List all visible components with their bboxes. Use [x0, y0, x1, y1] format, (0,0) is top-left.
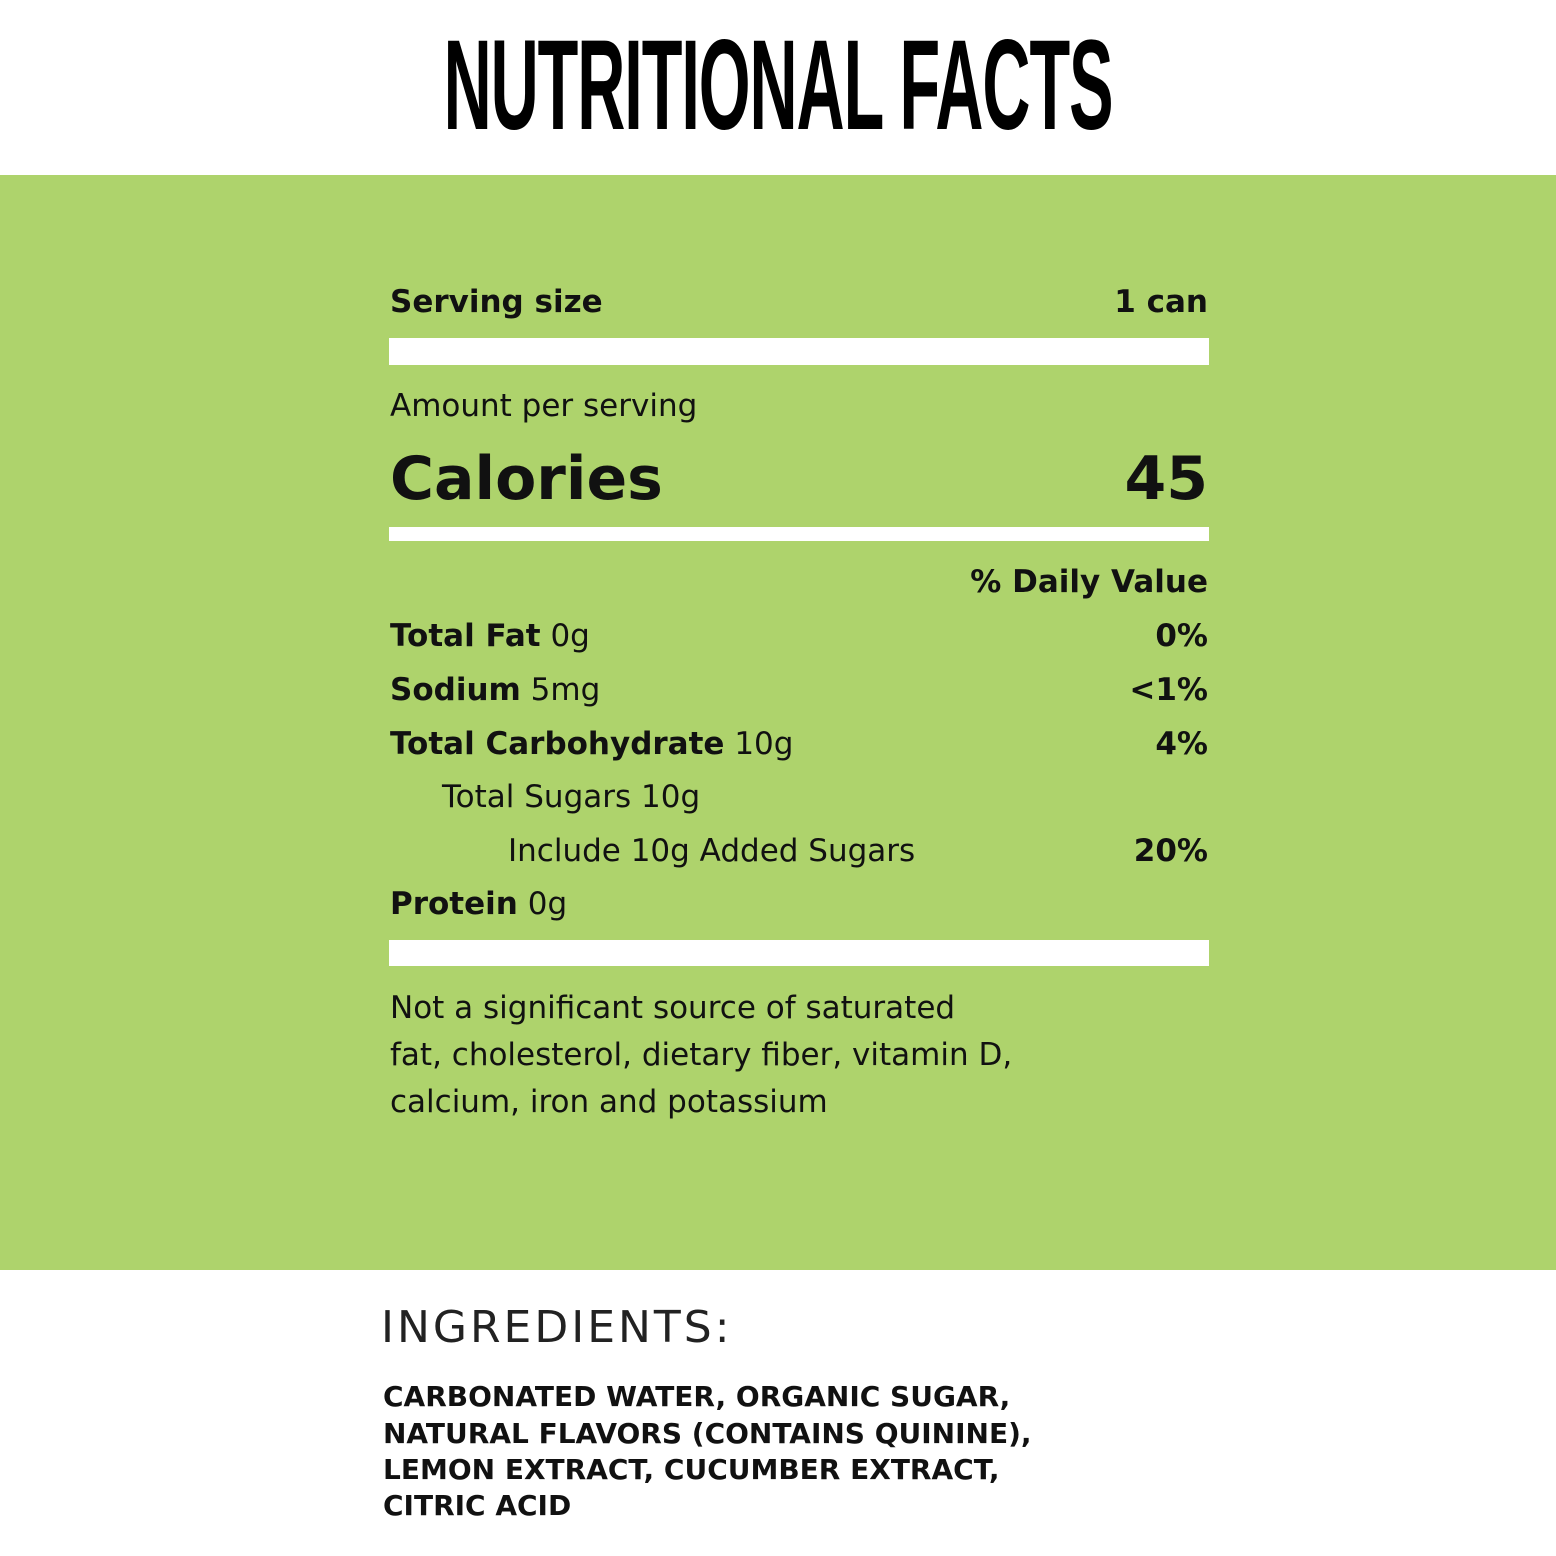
- nutrient-row: Sodium 5mg <1%: [390, 670, 1208, 710]
- footnote-line: Not a significant source of saturated: [390, 990, 956, 1026]
- nutrient-dv: 0%: [1155, 618, 1208, 654]
- calories-value: 45: [1124, 444, 1209, 514]
- nutrient-dv: <1%: [1129, 672, 1208, 708]
- divider: [389, 527, 1209, 541]
- nutrient-amount: 0g: [527, 886, 568, 922]
- nutrient-name: Protein: [390, 886, 518, 922]
- title: NUTRITIONAL FACTS: [443, 14, 1114, 157]
- serving-value: 1 can: [1114, 284, 1208, 320]
- nutrient-amount: 10g: [734, 726, 794, 762]
- ingredients-heading: INGREDIENTS:: [381, 1302, 733, 1353]
- nutrient-amount: 10g: [641, 779, 701, 815]
- nutrient-name: Include 10g Added Sugars: [508, 833, 916, 869]
- ingredients-line: LEMON EXTRACT, CUCUMBER EXTRACT,: [383, 1453, 1000, 1486]
- nutrient-dv: 20%: [1133, 833, 1208, 869]
- footnote-line: fat, cholesterol, dietary fiber, vitamin…: [390, 1037, 1013, 1073]
- divider: [389, 940, 1209, 966]
- calories-label: Calories: [390, 444, 663, 514]
- ingredients-line: CARBONATED WATER, ORGANIC SUGAR,: [383, 1380, 1011, 1413]
- divider: [389, 338, 1209, 365]
- nutrient-amount: 5mg: [530, 672, 601, 708]
- nutrient-dv: 4%: [1155, 726, 1208, 762]
- nutrient-name: Total Fat: [390, 618, 541, 654]
- nutrient-row: Include 10g Added Sugars 20%: [390, 831, 1208, 871]
- nutrient-amount: 0g: [550, 618, 590, 654]
- serving-row: Serving size 1 can: [390, 282, 1208, 322]
- ingredients-line: CITRIC ACID: [383, 1489, 572, 1522]
- nutrient-name: Total Sugars: [442, 779, 632, 815]
- amount-per-serving: Amount per serving: [390, 388, 698, 424]
- nutrient-row: Protein 0g: [390, 884, 1208, 924]
- nutrient-row: Total Carbohydrate 10g 4%: [390, 724, 1208, 764]
- serving-label: Serving size: [390, 284, 603, 320]
- ingredients-line: NATURAL FLAVORS (CONTAINS QUININE),: [383, 1417, 1032, 1450]
- daily-value-header: % Daily Value: [970, 564, 1208, 600]
- nutrient-row: Total Sugars 10g: [390, 777, 1208, 817]
- nutrient-name: Total Carbohydrate: [390, 726, 725, 762]
- nutrient-row: Total Fat 0g 0%: [390, 616, 1208, 656]
- calories-row: Calories 45: [390, 444, 1208, 514]
- footnote-line: calcium, iron and potassium: [390, 1084, 828, 1120]
- nutrient-name: Sodium: [390, 672, 521, 708]
